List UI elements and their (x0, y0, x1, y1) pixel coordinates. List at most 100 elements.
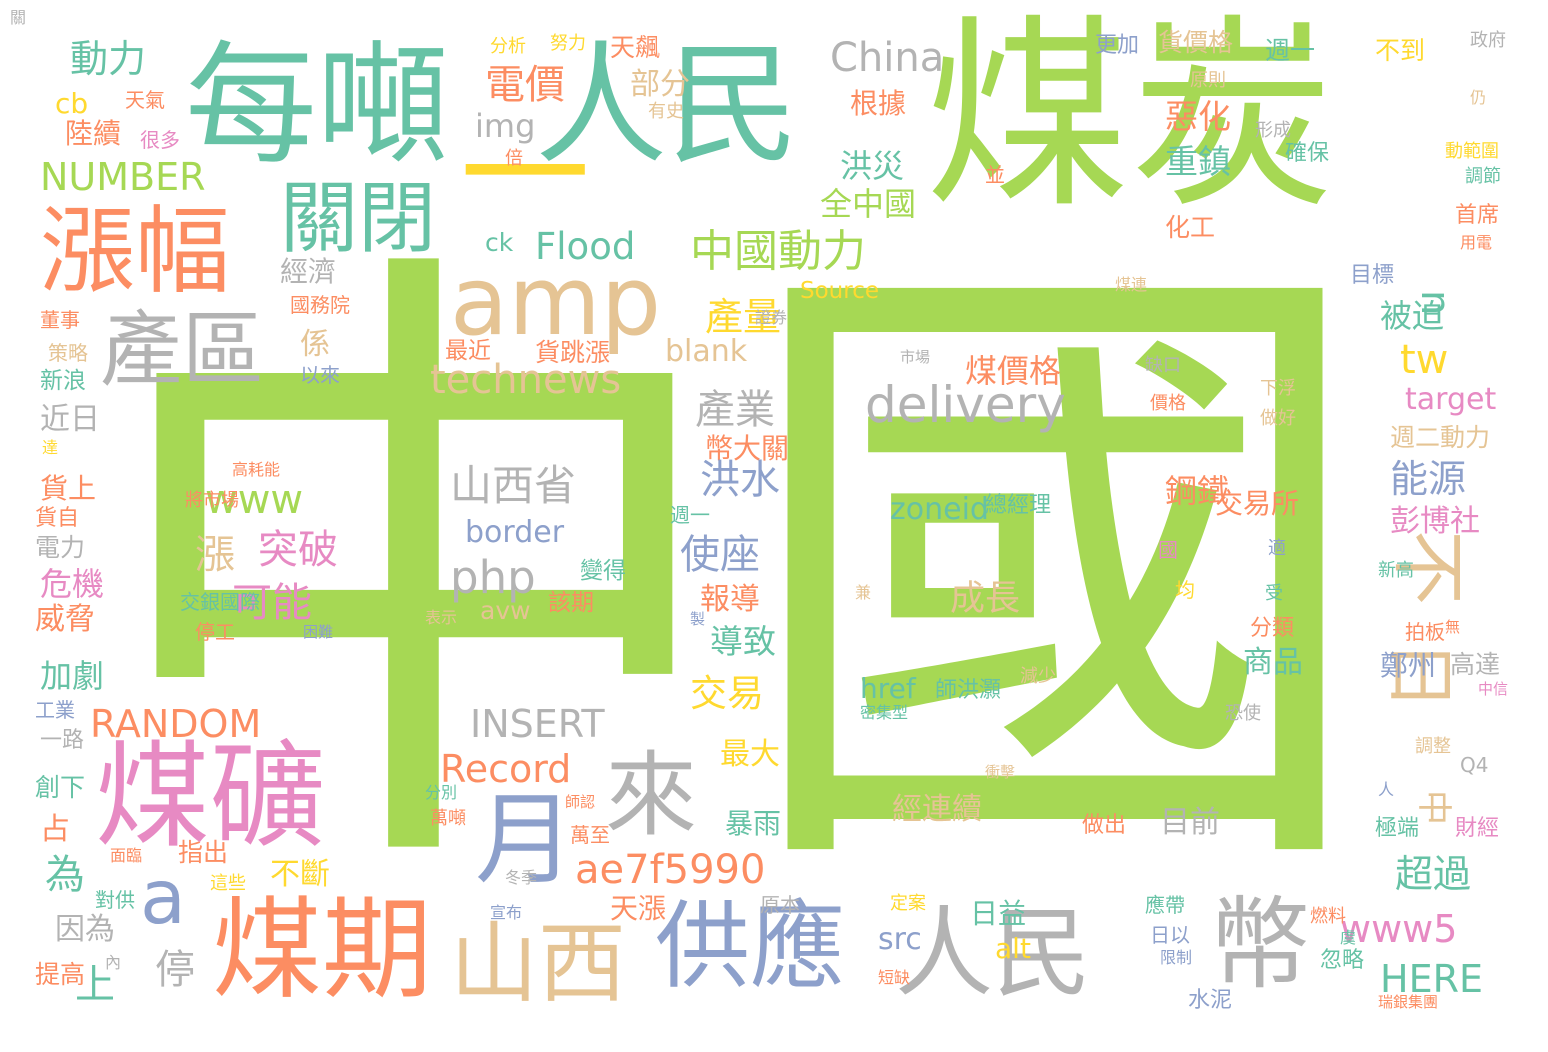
word: 惡化 (1165, 97, 1231, 136)
word: 確保 (1285, 141, 1330, 166)
word: 不斷 (270, 857, 330, 892)
word: 天漲 (610, 892, 667, 925)
word: 重鎮 (1165, 142, 1231, 181)
word: 洪災 (840, 147, 905, 185)
word: 不到 (1375, 36, 1426, 65)
word: 分析 (490, 36, 526, 57)
word: php (450, 551, 536, 604)
word: 適 (1268, 538, 1286, 559)
word: 日以 (1150, 923, 1190, 947)
word: 將市場 (185, 490, 239, 511)
word: 可能 (232, 580, 312, 626)
word: 占 (40, 812, 70, 847)
word: 密集型 (860, 703, 909, 722)
word: 電價 (485, 62, 565, 108)
word: 煤期 (212, 886, 432, 1014)
word: 新高 (1378, 560, 1414, 581)
word: 有史 (648, 101, 684, 122)
word: 變得 (580, 558, 626, 584)
word: target (1405, 382, 1497, 417)
word: 陸續 (65, 117, 122, 150)
word: 拍板 (1405, 620, 1445, 644)
word: 努力 (550, 33, 586, 54)
word: 人民 (535, 29, 799, 183)
word: 關閉 (280, 174, 437, 264)
word: 近日 (40, 402, 100, 437)
word: 原本 (760, 893, 800, 917)
word: 內 (105, 953, 122, 972)
word: 指出 (178, 838, 229, 867)
word: 使座 (680, 532, 760, 578)
word: 做出 (1082, 813, 1127, 838)
word: 停 (155, 947, 195, 993)
word: 中 (1413, 790, 1453, 826)
word: 減少 (1020, 666, 1056, 687)
word: 並 (985, 163, 1005, 187)
word: 煤連 (1115, 275, 1148, 294)
word: China (830, 35, 945, 81)
word: 困難 (303, 623, 334, 641)
word: 分別 (425, 783, 458, 802)
word: www (205, 477, 304, 523)
word: 成長 (950, 579, 1021, 619)
word: 受 (1265, 583, 1283, 604)
word: 師認 (565, 793, 596, 811)
word: 鋼鐵 (1165, 472, 1230, 510)
word: blank (665, 334, 748, 369)
word: 極端 (1375, 816, 1420, 841)
word: 創下 (35, 773, 86, 802)
word: 形成 (1255, 120, 1291, 141)
word: 貨跳漲 (535, 338, 611, 367)
word: 交易 (690, 672, 764, 715)
word: a (140, 853, 186, 941)
word: 天飆 (610, 33, 661, 62)
word: 加劇 (40, 657, 105, 695)
word: 市場 (900, 348, 931, 366)
word: 首席 (1455, 203, 1500, 228)
word: 證券 (755, 308, 788, 327)
word: 電力 (35, 533, 86, 562)
word: 做好 (1260, 408, 1296, 429)
word: 動範圍 (1445, 141, 1499, 162)
word: img (475, 107, 536, 145)
word: 燃料 (1310, 906, 1346, 927)
word: 天氣 (125, 88, 165, 112)
word: 漲 (195, 532, 235, 578)
word: 調節 (1465, 166, 1501, 187)
word: 目標 (1350, 263, 1395, 288)
word: 根據 (850, 87, 907, 120)
word: Record (440, 747, 572, 791)
word: 產業 (695, 387, 775, 433)
word: 以來 (300, 363, 340, 387)
word: 係 (300, 327, 330, 362)
word: 全中國 (820, 185, 917, 223)
word: 產量 (705, 295, 782, 339)
word: 導致 (710, 622, 776, 661)
word: 動力 (70, 37, 147, 81)
word: HERE (1380, 957, 1483, 1001)
word: 上 (75, 962, 115, 1008)
word: 交銀國際 (180, 590, 260, 614)
word: 超過 (1395, 852, 1472, 896)
word: 中信 (1478, 680, 1509, 698)
word: 定案 (890, 893, 926, 914)
word: 鄭州 (1380, 649, 1437, 682)
word: 山西省 (450, 461, 577, 510)
word: 彭博社 (1390, 504, 1480, 539)
word: 師洪灝 (935, 678, 1002, 703)
word: 缺口 (1145, 355, 1181, 376)
word: 貨上 (40, 472, 97, 505)
word: 經連續 (892, 792, 982, 827)
word: 一路 (40, 728, 85, 753)
word: ck (485, 228, 514, 257)
word: 仍 (1470, 88, 1487, 107)
word: 短缺 (878, 968, 911, 987)
word: ae7f5990 (575, 847, 766, 893)
word: 每噸 (185, 29, 449, 183)
word: 董事 (40, 308, 80, 332)
word: 危機 (40, 565, 105, 603)
word: 目前 (1160, 805, 1220, 840)
word: alt (995, 932, 1031, 965)
word: 中國動力 (690, 226, 866, 277)
word: 暴雨 (725, 807, 782, 840)
